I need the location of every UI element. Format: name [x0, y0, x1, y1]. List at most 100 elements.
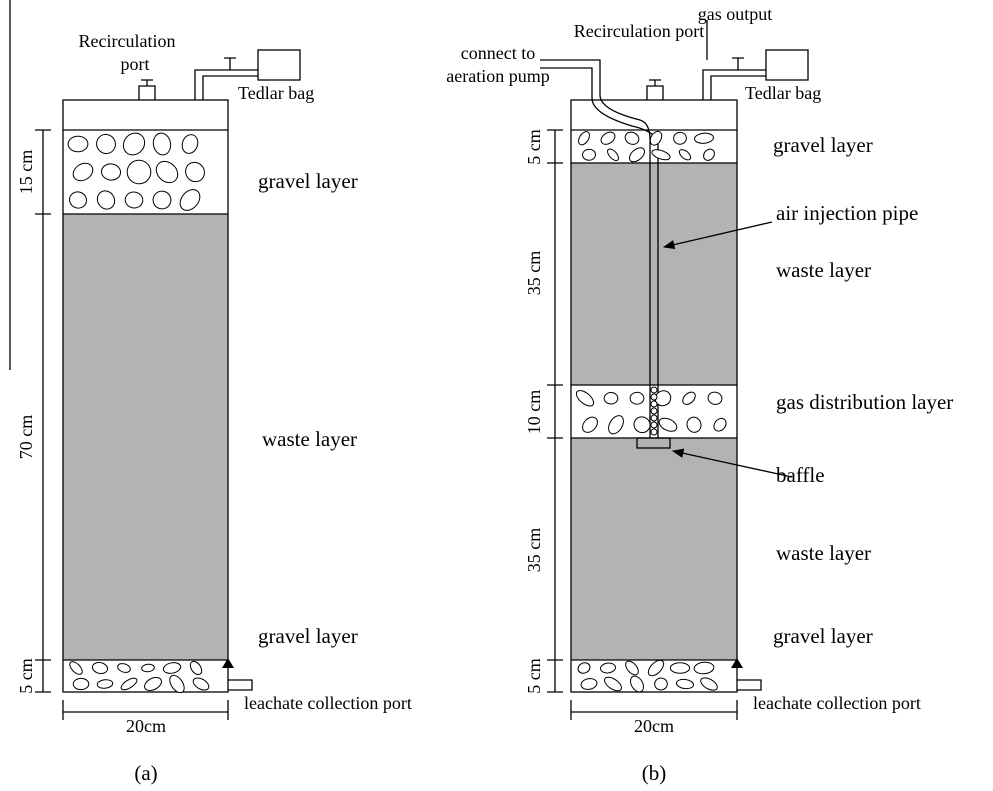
layer-label: waste layer: [262, 427, 357, 451]
gravel: [68, 659, 85, 676]
gravel: [580, 414, 601, 435]
gravel: [73, 678, 89, 689]
bubble: [651, 429, 657, 435]
gravel: [673, 132, 687, 145]
gravel: [188, 659, 204, 676]
width-label: 20cm: [634, 716, 674, 736]
height-label: 10 cm: [524, 390, 544, 435]
height-label: 70 cm: [16, 415, 36, 460]
height-label: 5 cm: [524, 129, 544, 165]
recirculation-port: [647, 80, 663, 100]
layer-label: gravel layer: [773, 133, 873, 157]
height-label: 5 cm: [16, 658, 36, 694]
gravel: [574, 388, 597, 409]
gravel: [176, 186, 204, 215]
gravel: [97, 679, 113, 689]
bubble: [651, 422, 657, 428]
gravel: [116, 662, 131, 674]
label: Recirculation: [79, 31, 176, 51]
label: Recirculation port: [574, 21, 704, 41]
bubble: [651, 415, 657, 421]
tedlar-bag: [766, 50, 808, 80]
gravel: [94, 188, 118, 213]
leachate-port: [228, 680, 252, 690]
gravel: [654, 677, 668, 690]
gravel: [162, 661, 181, 674]
label: baffle: [776, 463, 825, 487]
gravel: [707, 391, 724, 406]
waste-layer: [571, 438, 737, 660]
gravel: [694, 661, 715, 674]
tedlar-bag: [258, 50, 300, 80]
gravel: [68, 136, 88, 152]
gravel: [124, 191, 143, 209]
label: Tedlar bag: [745, 83, 821, 103]
bubble: [651, 408, 657, 414]
gravel: [699, 675, 720, 692]
bubble: [651, 387, 657, 393]
gravel: [711, 416, 728, 434]
height-label: 35 cm: [524, 251, 544, 296]
gravel: [606, 413, 627, 436]
gravel: [576, 130, 591, 147]
label: port: [121, 54, 150, 74]
gravel: [182, 159, 209, 186]
gravel: [152, 132, 173, 157]
layer-label: gas distribution layer: [776, 390, 953, 414]
layer-label: gravel layer: [258, 169, 358, 193]
gravel: [152, 157, 182, 187]
caption: (a): [134, 761, 157, 785]
gravel: [150, 188, 175, 213]
label: aeration pump: [446, 66, 549, 86]
gravel: [67, 189, 89, 210]
gravel: [580, 677, 598, 690]
gravel: [627, 145, 647, 165]
layer-label: waste layer: [776, 541, 871, 565]
leachate-port: [737, 680, 761, 690]
height-label: 35 cm: [524, 528, 544, 573]
gravel: [582, 149, 596, 161]
gravel: [101, 163, 122, 181]
gravel: [93, 131, 119, 157]
height-label: 5 cm: [524, 658, 544, 694]
label: air injection pipe: [776, 201, 918, 225]
height-label: 15 cm: [16, 150, 36, 195]
diagram: Recirculation port Tedlar bag gravel lay…: [0, 0, 993, 791]
gravel: [680, 390, 697, 407]
gravel: [678, 148, 693, 162]
dimension-line: [547, 130, 563, 692]
gravel: [602, 675, 624, 694]
gravel: [623, 659, 641, 677]
layout: [10, 0, 808, 720]
gravel: [599, 130, 617, 147]
width-label: 20cm: [126, 716, 166, 736]
gravel: [91, 661, 108, 675]
gravel: [191, 675, 211, 692]
gravel: [119, 676, 138, 692]
gravel: [670, 663, 689, 673]
gravel: [142, 675, 163, 694]
gravel: [676, 678, 694, 689]
gravel: [628, 674, 646, 694]
gravel: [123, 156, 156, 189]
gravel: [604, 392, 618, 404]
bubble: [651, 394, 657, 400]
label: gas output: [698, 4, 773, 24]
gravel: [141, 664, 154, 673]
caption: (b): [642, 761, 667, 785]
gravel: [576, 661, 591, 675]
bubble: [651, 401, 657, 407]
label: Tedlar bag: [238, 83, 314, 103]
label: connect to: [461, 43, 535, 63]
layer-label: gravel layer: [773, 624, 873, 648]
gravel: [70, 160, 96, 185]
gravel: [180, 132, 201, 155]
recirculation-port: [139, 80, 155, 100]
waste-layer: [63, 214, 228, 660]
gravel: [651, 148, 672, 162]
gravel: [119, 129, 149, 159]
gravel: [694, 132, 714, 144]
layer-label: waste layer: [776, 258, 871, 282]
gravel: [630, 392, 644, 404]
gravel: [685, 415, 703, 434]
